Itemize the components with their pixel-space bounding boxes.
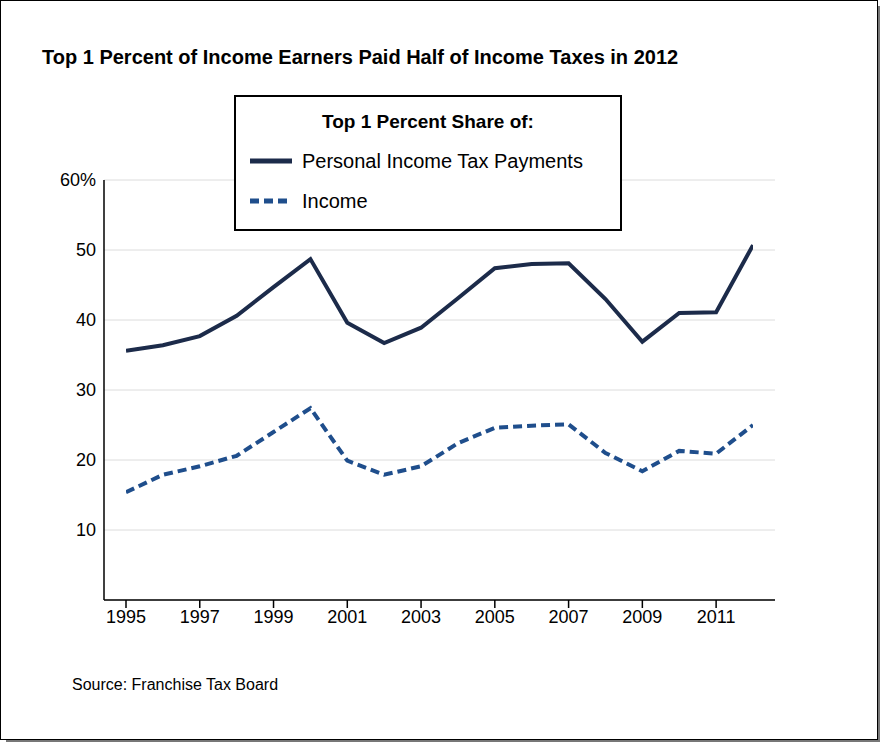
svg-text:2009: 2009 bbox=[622, 607, 662, 627]
svg-text:2011: 2011 bbox=[697, 607, 736, 627]
svg-text:2005: 2005 bbox=[475, 607, 515, 627]
svg-text:50: 50 bbox=[76, 240, 96, 260]
svg-text:2003: 2003 bbox=[401, 607, 441, 627]
svg-text:1995: 1995 bbox=[106, 607, 146, 627]
svg-text:2001: 2001 bbox=[327, 607, 367, 627]
html-text:Source: Franchise Tax Board: Source: Franchise Tax Board bbox=[72, 676, 278, 693]
html-text:Top 1 Percent of Income Earner: Top 1 Percent of Income Earners Paid Hal… bbox=[42, 46, 679, 68]
html-text:Top 1 Percent Share of:: Top 1 Percent Share of: bbox=[322, 111, 534, 132]
svg-text:1999: 1999 bbox=[254, 607, 294, 627]
svg-text:30: 30 bbox=[76, 380, 96, 400]
svg-text:60%: 60% bbox=[60, 170, 96, 190]
svg-text:1997: 1997 bbox=[180, 607, 220, 627]
svg-text:40: 40 bbox=[76, 310, 96, 330]
html-text:Personal Income Tax Payments: Personal Income Tax Payments bbox=[302, 150, 583, 172]
svg-text:2007: 2007 bbox=[549, 607, 589, 627]
svg-text:10: 10 bbox=[76, 520, 96, 540]
html-text:Income: Income bbox=[302, 190, 368, 212]
svg-text:20: 20 bbox=[76, 450, 96, 470]
